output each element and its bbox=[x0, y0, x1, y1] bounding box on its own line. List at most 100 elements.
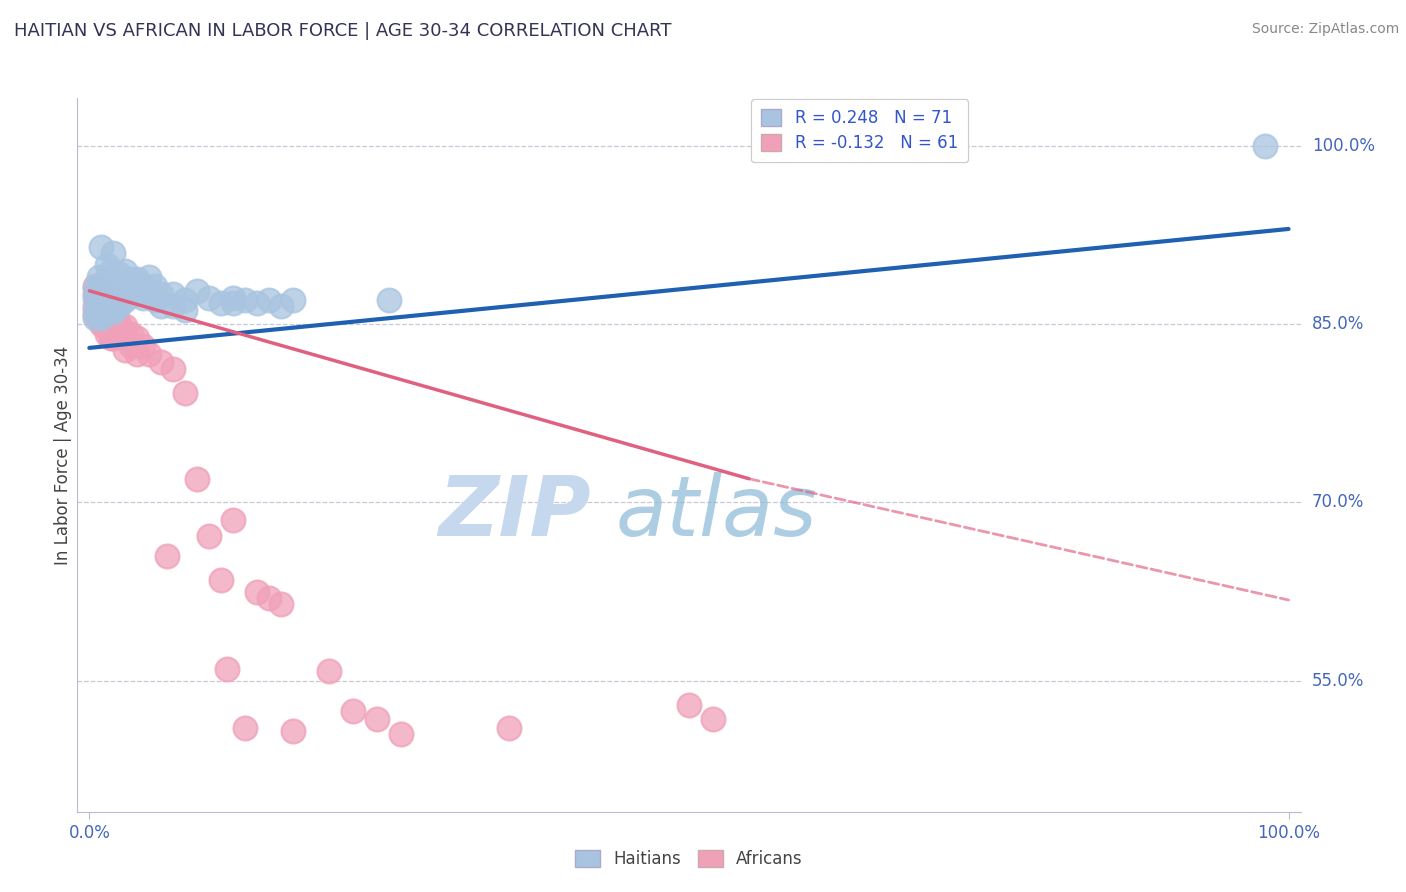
Point bbox=[87, 284, 110, 298]
Point bbox=[120, 284, 142, 298]
Point bbox=[283, 723, 305, 738]
Point bbox=[143, 279, 166, 293]
Point bbox=[93, 293, 115, 308]
Point bbox=[132, 291, 155, 305]
Point bbox=[87, 269, 110, 284]
Y-axis label: In Labor Force | Age 30-34: In Labor Force | Age 30-34 bbox=[55, 345, 73, 565]
Point bbox=[104, 311, 127, 326]
Text: 100.0%: 100.0% bbox=[1312, 136, 1375, 154]
Point bbox=[246, 584, 269, 599]
Point bbox=[108, 287, 131, 301]
Point bbox=[93, 276, 115, 290]
Text: HAITIAN VS AFRICAN IN LABOR FORCE | AGE 30-34 CORRELATION CHART: HAITIAN VS AFRICAN IN LABOR FORCE | AGE … bbox=[14, 22, 672, 40]
Legend: R = 0.248   N = 71, R = -0.132   N = 61: R = 0.248 N = 71, R = -0.132 N = 61 bbox=[751, 99, 969, 162]
Point bbox=[120, 338, 142, 352]
Point bbox=[90, 240, 112, 254]
Point bbox=[84, 287, 107, 301]
Point bbox=[103, 305, 125, 319]
Point bbox=[138, 347, 160, 361]
Point bbox=[114, 319, 136, 334]
Point bbox=[100, 331, 122, 345]
Point bbox=[270, 299, 292, 313]
Point bbox=[186, 472, 208, 486]
Point bbox=[93, 295, 115, 310]
Point bbox=[104, 272, 127, 286]
Point bbox=[1253, 138, 1275, 153]
Point bbox=[103, 319, 125, 334]
Point bbox=[96, 299, 118, 313]
Point bbox=[90, 311, 112, 326]
Point bbox=[127, 347, 149, 361]
Point bbox=[150, 355, 173, 369]
Point bbox=[114, 279, 136, 293]
Point bbox=[90, 299, 112, 313]
Point bbox=[87, 305, 110, 319]
Point bbox=[87, 293, 110, 308]
Point bbox=[84, 311, 107, 326]
Point bbox=[198, 291, 221, 305]
Point bbox=[678, 698, 700, 712]
Point bbox=[209, 573, 232, 587]
Point bbox=[93, 308, 115, 322]
Point bbox=[174, 302, 197, 317]
Point bbox=[84, 299, 107, 313]
Point bbox=[90, 291, 112, 305]
Point bbox=[96, 302, 118, 317]
Point bbox=[87, 311, 110, 326]
Point bbox=[222, 513, 245, 527]
Point bbox=[217, 662, 239, 676]
Point bbox=[174, 386, 197, 401]
Point bbox=[138, 269, 160, 284]
Point bbox=[233, 293, 256, 308]
Legend: Haitians, Africans: Haitians, Africans bbox=[568, 843, 810, 875]
Point bbox=[84, 291, 107, 305]
Point bbox=[84, 281, 107, 295]
Point bbox=[702, 712, 724, 726]
Point bbox=[100, 302, 122, 317]
Point bbox=[84, 302, 107, 317]
Point bbox=[246, 295, 269, 310]
Point bbox=[270, 597, 292, 611]
Point bbox=[84, 279, 107, 293]
Point bbox=[318, 665, 340, 679]
Point bbox=[114, 263, 136, 277]
Point bbox=[90, 317, 112, 331]
Point bbox=[209, 295, 232, 310]
Point bbox=[108, 317, 131, 331]
Point bbox=[87, 302, 110, 317]
Point bbox=[100, 323, 122, 337]
Point bbox=[186, 284, 208, 298]
Point bbox=[111, 284, 134, 298]
Point bbox=[96, 326, 118, 341]
Point bbox=[87, 284, 110, 298]
Point bbox=[103, 331, 125, 345]
Point bbox=[222, 295, 245, 310]
Point bbox=[127, 331, 149, 345]
Point bbox=[143, 293, 166, 308]
Text: 85.0%: 85.0% bbox=[1312, 315, 1364, 333]
Point bbox=[138, 284, 160, 298]
Point bbox=[111, 331, 134, 345]
Point bbox=[198, 529, 221, 543]
Point bbox=[114, 293, 136, 308]
Point bbox=[120, 272, 142, 286]
Point bbox=[114, 343, 136, 358]
Point bbox=[96, 274, 118, 288]
Point bbox=[111, 272, 134, 286]
Point bbox=[100, 293, 122, 308]
Text: ZIP: ZIP bbox=[439, 472, 591, 552]
Point bbox=[389, 727, 412, 741]
Point bbox=[156, 549, 179, 563]
Text: Source: ZipAtlas.com: Source: ZipAtlas.com bbox=[1251, 22, 1399, 37]
Point bbox=[257, 591, 280, 605]
Point bbox=[103, 245, 125, 260]
Point bbox=[342, 704, 364, 718]
Point bbox=[111, 293, 134, 308]
Point bbox=[100, 311, 122, 326]
Point bbox=[93, 305, 115, 319]
Point bbox=[162, 299, 184, 313]
Point bbox=[104, 284, 127, 298]
Point bbox=[108, 329, 131, 343]
Point bbox=[103, 302, 125, 317]
Point bbox=[103, 281, 125, 295]
